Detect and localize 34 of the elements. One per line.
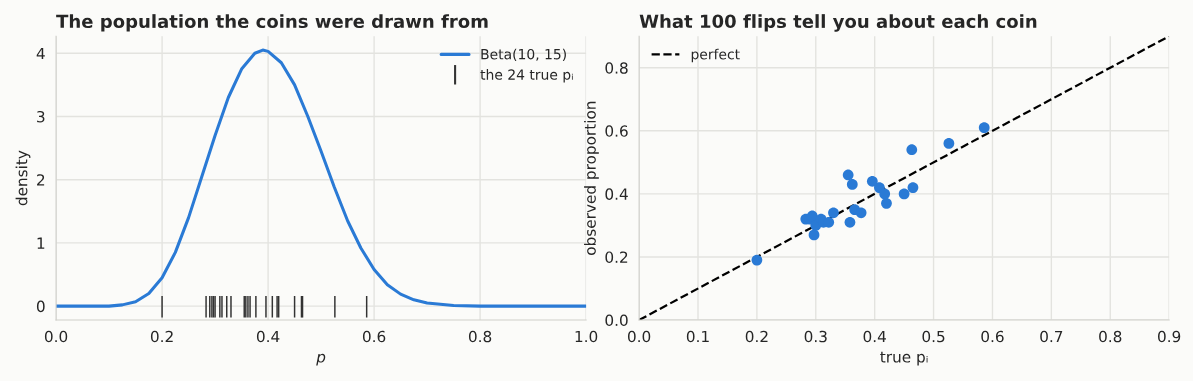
x-axis-title: true pᵢ — [880, 351, 928, 366]
x-tick-label: 0.4 — [256, 330, 280, 343]
x-tick-label: 1.0 — [575, 330, 598, 343]
chart-title: The population the coins were drawn from — [56, 14, 488, 32]
y-tick-label: 0.8 — [605, 62, 628, 74]
y-tick-label: 1 — [37, 237, 45, 249]
x-tick-label: 0.0 — [627, 330, 651, 343]
x-tick-label: 0.8 — [1099, 330, 1122, 343]
x-tick-label: 0.6 — [981, 330, 1004, 343]
y-axis-title: observed proportion — [584, 101, 599, 255]
y-tick-label: 0.6 — [605, 125, 628, 137]
y-tick-label: 0 — [36, 300, 45, 313]
x-tick-label: 0.6 — [362, 330, 386, 343]
x-tick-label: 0.9 — [1158, 330, 1181, 343]
legend-label: perfect — [691, 48, 740, 63]
x-tick-label: 0.7 — [1040, 330, 1063, 343]
y-axis-title: density — [15, 150, 31, 206]
x-tick-label: 0.1 — [686, 330, 709, 343]
x-tick-label: 0.5 — [922, 330, 945, 343]
y-tick-label: 4 — [36, 47, 45, 60]
x-tick-label: 0.8 — [468, 330, 492, 343]
y-tick-label: 3 — [37, 110, 45, 123]
y-tick-label: 0.0 — [605, 314, 628, 327]
y-tick-label: 2 — [37, 174, 45, 186]
y-tick-label: 0.4 — [605, 188, 628, 200]
y-tick-label: 0.2 — [605, 251, 628, 263]
x-axis-title: p — [316, 353, 326, 366]
legend-label: Beta(10, 15) — [481, 48, 566, 62]
x-tick-label: 0.2 — [745, 330, 768, 343]
x-tick-label: 0.3 — [804, 330, 827, 343]
legend-label: the 24 true pᵢ — [480, 69, 573, 83]
x-tick-label: 0.2 — [150, 330, 173, 343]
x-tick-label: 0.4 — [863, 330, 886, 343]
chart-title: What 100 flips tell you about each coin — [639, 14, 1037, 32]
